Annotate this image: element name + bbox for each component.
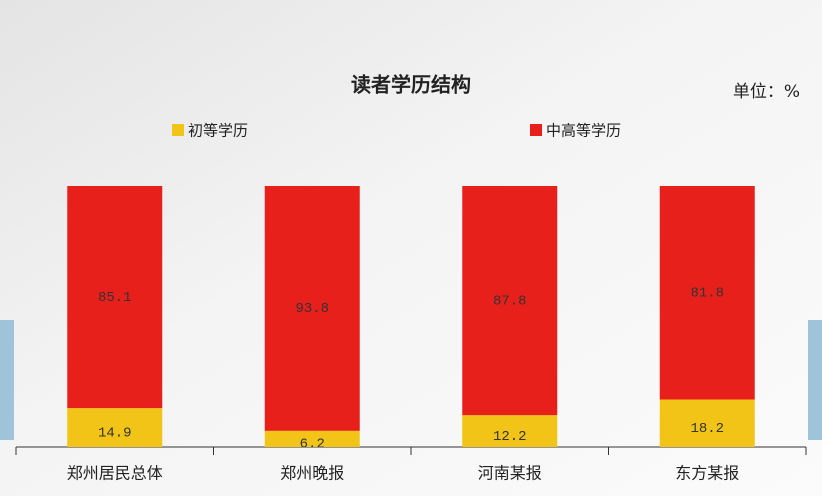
unit-label: 单位：% <box>733 82 800 102</box>
value-label: 81.8 <box>690 285 724 301</box>
chart: 读者学历结构 单位：% 初等学历 中高等学历郑州居民总体 14.9 85.1 郑州晚报 6… <box>0 0 822 496</box>
value-label: 14.9 <box>98 425 132 441</box>
value-label: 6.2 <box>300 437 325 453</box>
value-label: 18.2 <box>690 421 724 437</box>
x-tick-label: 东方某报 <box>675 464 739 483</box>
value-label: 87.8 <box>493 293 527 309</box>
legend-label: 中高等学历 <box>546 122 621 140</box>
value-label: 93.8 <box>295 301 329 317</box>
chart-title: 读者学历结构 <box>351 73 471 97</box>
x-tick-label: 郑州居民总体 <box>67 464 163 483</box>
legend-swatch <box>172 124 184 136</box>
x-tick-label: 河南某报 <box>478 464 542 483</box>
value-label: 12.2 <box>493 429 527 445</box>
edge-band <box>0 320 14 440</box>
legend-label: 初等学历 <box>188 122 248 140</box>
legend-swatch <box>530 124 542 136</box>
x-tick-label: 郑州晚报 <box>280 464 344 483</box>
value-label: 85.1 <box>98 290 132 306</box>
edge-band <box>808 320 822 440</box>
